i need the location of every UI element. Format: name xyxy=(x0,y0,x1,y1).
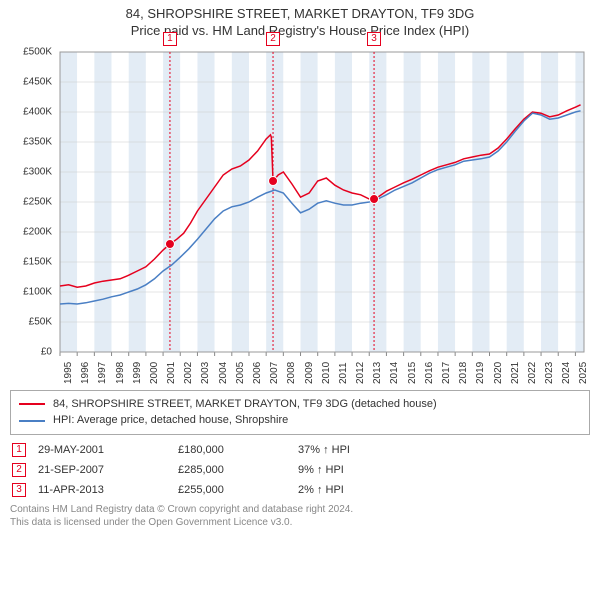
x-axis-label: 2006 xyxy=(252,362,263,384)
marker-box-1: 1 xyxy=(163,32,177,46)
y-axis-label: £450K xyxy=(23,76,52,87)
y-axis-label: £150K xyxy=(23,256,52,267)
x-axis-label: 2024 xyxy=(561,362,572,384)
y-axis-label: £0 xyxy=(41,346,52,357)
x-axis-label: 1998 xyxy=(115,362,126,384)
x-axis-label: 2025 xyxy=(578,362,589,384)
marker-box-3: 3 xyxy=(367,32,381,46)
txn-price: £285,000 xyxy=(178,464,298,476)
x-axis-label: 2020 xyxy=(493,362,504,384)
attribution-line-2: This data is licensed under the Open Gov… xyxy=(10,516,590,529)
marker-box-2: 2 xyxy=(266,32,280,46)
x-axis-label: 2015 xyxy=(407,362,418,384)
y-axis-label: £100K xyxy=(23,286,52,297)
x-axis-label: 2018 xyxy=(458,362,469,384)
x-axis-label: 2016 xyxy=(424,362,435,384)
x-axis-label: 2008 xyxy=(286,362,297,384)
x-axis-label: 2003 xyxy=(200,362,211,384)
x-axis-label: 2011 xyxy=(338,362,349,384)
x-axis-label: 2022 xyxy=(527,362,538,384)
attribution: Contains HM Land Registry data © Crown c… xyxy=(10,503,590,529)
y-axis-label: £400K xyxy=(23,106,52,117)
x-axis-label: 2023 xyxy=(544,362,555,384)
txn-date: 29-MAY-2001 xyxy=(38,444,178,456)
x-axis-label: 2010 xyxy=(321,362,332,384)
legend-label: 84, SHROPSHIRE STREET, MARKET DRAYTON, T… xyxy=(53,396,437,413)
txn-date: 21-SEP-2007 xyxy=(38,464,178,476)
x-axis-label: 1999 xyxy=(132,362,143,384)
txn-marker-1: 1 xyxy=(12,443,26,457)
x-axis-label: 2004 xyxy=(218,362,229,384)
x-axis-label: 2014 xyxy=(389,362,400,384)
txn-marker-3: 3 xyxy=(12,483,26,497)
txn-price: £255,000 xyxy=(178,484,298,496)
x-axis-label: 1996 xyxy=(80,362,91,384)
txn-date: 11-APR-2013 xyxy=(38,484,178,496)
y-axis-label: £300K xyxy=(23,166,52,177)
x-axis-label: 2009 xyxy=(304,362,315,384)
x-axis-label: 2013 xyxy=(372,362,383,384)
txn-diff: 37% ↑ HPI xyxy=(298,444,398,456)
x-axis-label: 2017 xyxy=(441,362,452,384)
x-axis-label: 2002 xyxy=(183,362,194,384)
attribution-line-1: Contains HM Land Registry data © Crown c… xyxy=(10,503,590,516)
chart-svg xyxy=(10,44,590,384)
y-axis-label: £350K xyxy=(23,136,52,147)
title-line-1: 84, SHROPSHIRE STREET, MARKET DRAYTON, T… xyxy=(10,6,590,23)
txn-price: £180,000 xyxy=(178,444,298,456)
x-axis-label: 2007 xyxy=(269,362,280,384)
x-axis-label: 2021 xyxy=(510,362,521,384)
txn-diff: 9% ↑ HPI xyxy=(298,464,398,476)
x-axis-label: 1997 xyxy=(97,362,108,384)
legend-swatch xyxy=(19,403,45,405)
x-axis-label: 2005 xyxy=(235,362,246,384)
txn-marker-2: 2 xyxy=(12,463,26,477)
y-axis-label: £250K xyxy=(23,196,52,207)
legend-row: HPI: Average price, detached house, Shro… xyxy=(19,412,581,429)
txn-diff: 2% ↑ HPI xyxy=(298,484,398,496)
title-line-2: Price paid vs. HM Land Registry's House … xyxy=(10,23,590,40)
x-axis-label: 1995 xyxy=(63,362,74,384)
x-axis-label: 2019 xyxy=(475,362,486,384)
transaction-table: 1 29-MAY-2001£180,00037% ↑ HPI 2 21-SEP-200… xyxy=(12,443,590,497)
x-axis-label: 2012 xyxy=(355,362,366,384)
x-axis-label: 2001 xyxy=(166,362,177,384)
chart-title: 84, SHROPSHIRE STREET, MARKET DRAYTON, T… xyxy=(10,6,590,40)
y-axis-label: £500K xyxy=(23,46,52,57)
legend-label: HPI: Average price, detached house, Shro… xyxy=(53,412,288,429)
y-axis-label: £200K xyxy=(23,226,52,237)
legend-swatch xyxy=(19,420,45,422)
chart: £0 £50K £100K £150K £200K £250K £300K £350K £400… xyxy=(10,44,590,384)
y-axis-label: £50K xyxy=(29,316,52,327)
legend-row: 84, SHROPSHIRE STREET, MARKET DRAYTON, T… xyxy=(19,396,581,413)
x-axis-label: 2000 xyxy=(149,362,160,384)
legend: 84, SHROPSHIRE STREET, MARKET DRAYTON, T… xyxy=(10,390,590,435)
